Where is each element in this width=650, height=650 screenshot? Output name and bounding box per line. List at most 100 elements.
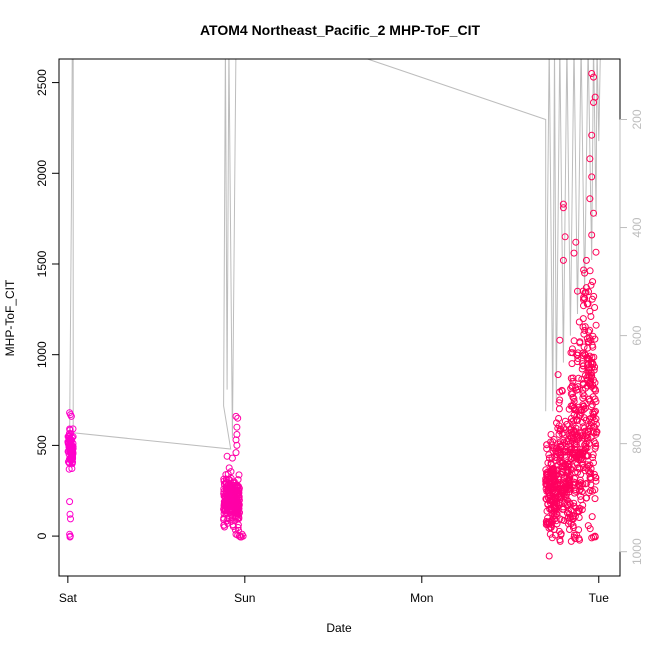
pressure-trace-line [69, 59, 601, 450]
data-point [584, 434, 592, 442]
data-point [567, 433, 575, 441]
data-point [222, 475, 230, 483]
data-points [64, 70, 601, 560]
chart-title: ATOM4 Northeast_Pacific_2 MHP-ToF_CIT [200, 22, 481, 38]
data-point [547, 461, 555, 469]
y-tick-label: 1500 [35, 250, 49, 277]
data-point [224, 519, 232, 527]
data-point [574, 468, 582, 476]
data-point [575, 514, 583, 521]
data-point [567, 466, 575, 474]
data-point [220, 498, 228, 506]
data-point [546, 497, 554, 505]
data-point [557, 425, 565, 433]
data-point [591, 495, 599, 503]
data-point [579, 315, 587, 323]
data-point [584, 300, 592, 308]
data-point [556, 336, 564, 344]
data-point [67, 412, 75, 420]
data-point [568, 382, 576, 390]
data-point [552, 454, 560, 462]
data-point [225, 464, 233, 472]
data-point [235, 515, 243, 523]
y2-tick-label: 600 [630, 325, 644, 345]
data-point [556, 499, 564, 507]
data-point [590, 292, 598, 300]
data-point [555, 415, 563, 422]
data-point [579, 390, 587, 398]
data-point [220, 514, 228, 522]
data-point [570, 249, 578, 257]
data-point [586, 470, 594, 478]
data-point [234, 414, 242, 422]
data-point [221, 506, 229, 514]
data-point [592, 442, 600, 450]
data-point [573, 351, 581, 359]
data-point [576, 339, 584, 347]
data-point [575, 318, 583, 326]
data-point [553, 444, 561, 452]
data-point [590, 209, 597, 217]
y-tick-label: 1000 [35, 341, 49, 368]
data-point [567, 390, 575, 398]
data-point [554, 470, 561, 478]
data-point [66, 455, 74, 463]
data-point [558, 386, 566, 394]
data-point [582, 440, 590, 448]
data-point [559, 256, 567, 264]
data-point [232, 449, 240, 457]
data-point [549, 465, 557, 472]
data-point [559, 469, 567, 476]
data-point [68, 454, 76, 462]
data-point [573, 508, 581, 515]
data-point [233, 510, 241, 518]
data-point [580, 402, 588, 410]
x-tick-label: Tue [589, 591, 610, 605]
data-point [586, 525, 594, 533]
data-point [592, 477, 600, 485]
data-point [569, 514, 577, 522]
data-point [588, 173, 596, 181]
data-point [586, 461, 594, 469]
data-point [553, 497, 561, 505]
data-point [555, 405, 563, 413]
data-point [231, 485, 239, 493]
y-axis: 0 500 1000 1500 2000 2500 [35, 69, 59, 539]
x-tick-label: Mon [410, 591, 433, 605]
data-point [561, 451, 569, 459]
data-point [543, 441, 551, 449]
data-point [567, 537, 575, 545]
data-point [579, 381, 587, 388]
data-point [589, 451, 597, 459]
data-point [576, 450, 584, 458]
data-point [592, 429, 600, 436]
data-point [582, 284, 590, 292]
data-point [575, 535, 583, 542]
data-point [587, 313, 595, 320]
data-point [592, 248, 600, 256]
data-point [559, 505, 566, 513]
data-point [584, 462, 592, 470]
data-point [559, 486, 566, 493]
data-point [233, 500, 241, 508]
data-point [580, 302, 587, 310]
y-tick-label: 2500 [35, 69, 49, 96]
data-point [581, 441, 589, 449]
data-point [557, 481, 565, 489]
data-point [557, 443, 565, 451]
data-point [570, 499, 578, 507]
data-point [584, 452, 592, 460]
data-point [547, 431, 555, 438]
data-point [543, 495, 551, 503]
data-point [591, 440, 599, 448]
data-point [232, 412, 240, 420]
data-point [224, 482, 232, 490]
data-point [582, 416, 590, 424]
data-point [554, 371, 562, 379]
data-point [580, 414, 588, 422]
data-point [585, 489, 593, 497]
data-point [235, 471, 243, 479]
data-point [593, 428, 601, 436]
data-point [591, 335, 599, 343]
y-axis-label: MHP-ToF_CIT [3, 279, 17, 356]
